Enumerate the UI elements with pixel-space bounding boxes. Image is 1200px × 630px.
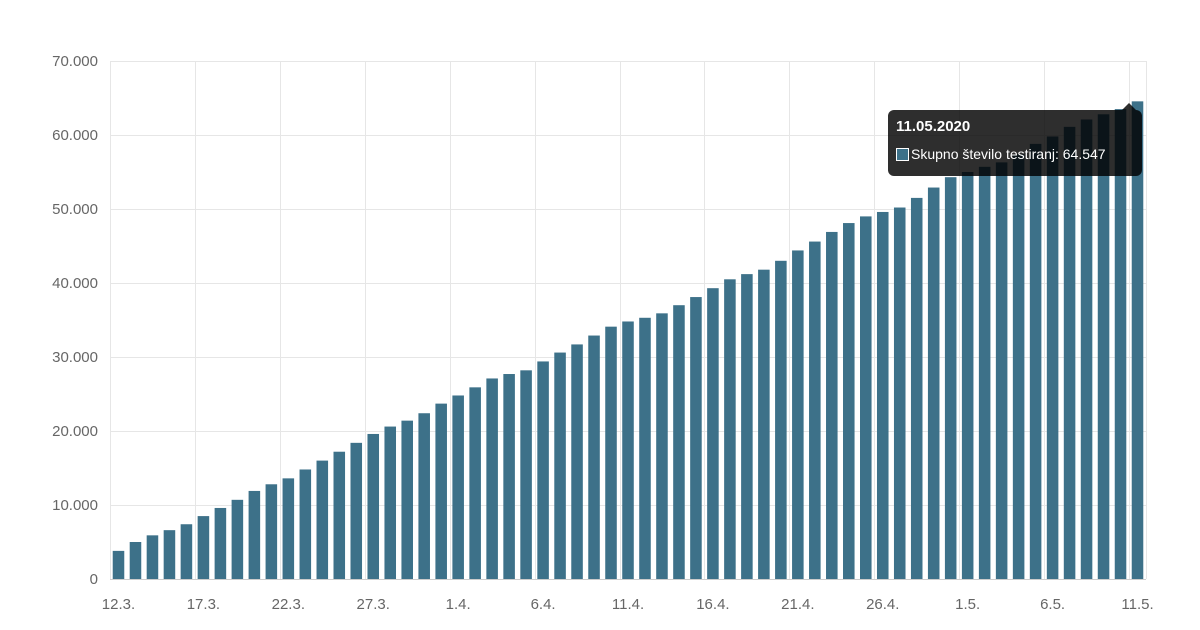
bar <box>265 484 278 579</box>
bar <box>435 403 447 579</box>
bar <box>1131 101 1144 579</box>
bar <box>1029 143 1042 579</box>
tooltip-series-row: Skupno število testiranj: 64.547 <box>896 146 1134 162</box>
bar <box>605 326 617 579</box>
bar <box>673 305 685 579</box>
bar <box>333 451 346 579</box>
bar <box>384 426 397 579</box>
x-tick-label: 6.5. <box>1040 596 1065 613</box>
bar <box>231 499 244 579</box>
y-tick-label: 40.000 <box>52 275 98 292</box>
x-tick-label: 11.4. <box>612 596 644 613</box>
x-tick-label: 11.5. <box>1121 596 1153 613</box>
bar <box>656 313 668 579</box>
y-tick-label: 0 <box>90 571 98 588</box>
bar <box>214 507 227 579</box>
x-tick-label: 12.3. <box>102 596 135 613</box>
bar <box>809 241 821 579</box>
bar <box>893 207 906 579</box>
bar <box>248 490 261 579</box>
tooltip-series-swatch <box>896 147 909 161</box>
bar <box>163 530 176 579</box>
bar <box>995 162 1008 579</box>
x-tick-label: 21.4. <box>781 596 814 613</box>
data-tooltip: 11.05.2020 Skupno število testiranj: 64.… <box>888 103 1142 176</box>
y-tick-label: 50.000 <box>52 201 98 218</box>
bar <box>554 352 566 579</box>
bar <box>622 321 634 579</box>
bar <box>367 433 380 579</box>
bar <box>469 387 481 579</box>
bar <box>316 460 329 579</box>
bar <box>826 231 838 579</box>
bar <box>401 420 413 579</box>
bar <box>350 442 363 579</box>
bar <box>792 250 804 579</box>
bar <box>418 413 430 579</box>
y-axis-ticks: 0 10.000 20.000 30.000 40.000 50.000 60.000 70.… <box>52 53 98 588</box>
bar <box>503 374 515 579</box>
bar <box>978 166 991 579</box>
y-tick-label: 60.000 <box>52 127 98 144</box>
bar <box>197 516 210 579</box>
tooltip-caret <box>1122 103 1136 110</box>
bar <box>486 378 498 579</box>
bar <box>910 197 923 579</box>
x-axis-ticks: 12.3. 17.3. 22.3. 27.3. 1.4. 6.4. 11.4. 16.4. 21… <box>102 596 1154 613</box>
y-tick-label: 30.000 <box>52 349 98 366</box>
tooltip-value: Skupno število testiranj: 64.547 <box>911 146 1106 162</box>
bar <box>299 469 312 579</box>
x-tick-label: 17.3. <box>187 596 220 613</box>
x-tick-label: 1.4. <box>446 596 471 613</box>
bar <box>1114 109 1127 579</box>
bar-series <box>112 101 1144 580</box>
bar <box>282 478 295 579</box>
grid <box>110 61 1147 580</box>
x-tick-label: 22.3. <box>272 596 305 613</box>
bar <box>180 524 193 579</box>
bar <box>707 288 719 579</box>
bar <box>112 550 125 579</box>
bar <box>146 535 159 579</box>
y-tick-label: 20.000 <box>52 423 98 440</box>
bar <box>588 335 600 579</box>
x-tick-label: 27.3. <box>357 596 390 613</box>
x-tick-label: 6.4. <box>531 596 556 613</box>
bar <box>1063 126 1076 580</box>
bar <box>944 177 957 579</box>
bar <box>724 279 736 579</box>
bar <box>775 260 787 579</box>
bar <box>571 344 583 579</box>
x-tick-label: 1.5. <box>955 596 980 613</box>
bar <box>1097 114 1110 579</box>
x-tick-label: 16.4. <box>696 596 729 613</box>
bar <box>690 297 702 579</box>
bar <box>129 542 142 579</box>
x-tick-label: 26.4. <box>866 596 899 613</box>
tooltip-date: 11.05.2020 <box>896 118 971 135</box>
bar <box>843 223 855 579</box>
y-tick-label: 70.000 <box>52 53 98 70</box>
bar <box>876 211 889 579</box>
bar <box>758 269 770 579</box>
bar <box>452 395 464 579</box>
bar <box>927 187 940 580</box>
bar <box>1046 136 1059 580</box>
bar <box>520 370 532 579</box>
bar <box>860 216 872 579</box>
bar <box>1080 119 1093 580</box>
bar <box>1012 154 1025 580</box>
bar <box>741 274 753 579</box>
bar <box>961 172 974 579</box>
y-tick-label: 10.000 <box>52 497 98 514</box>
bar <box>537 361 549 579</box>
bar <box>639 317 651 579</box>
